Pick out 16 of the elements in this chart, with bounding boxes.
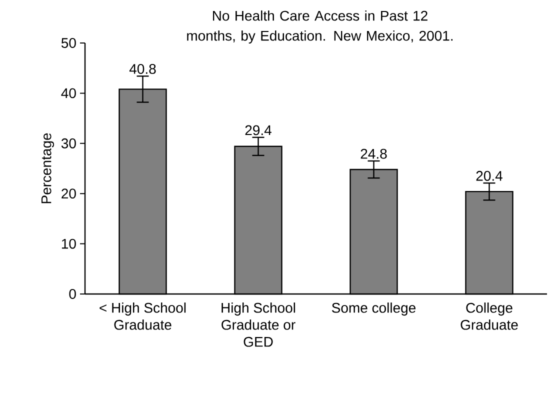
x-tick-label: < High School Graduate [100, 302, 186, 330]
y-tick-label: 40 [61, 88, 76, 98]
data-label: 24.8 [360, 148, 387, 159]
y-tick-label: 50 [61, 38, 76, 48]
data-label: 29.4 [245, 125, 272, 136]
chart-title: No Health Care Access in Past 12 months, by Education. New Mexico, 2001. [187, 10, 453, 44]
y-tick-label: 10 [62, 238, 76, 249]
data-label: 20.4 [476, 170, 502, 181]
x-tick-label: High School Graduate or GED [222, 302, 296, 347]
data-label: 40.8 [129, 64, 156, 74]
y-axis-title: Percentage [42, 133, 54, 204]
x-tick-label: Some college [332, 302, 416, 316]
x-tick-label: College Graduate [460, 302, 518, 330]
y-tick-label: 30 [61, 138, 76, 148]
y-tick-label: 20 [62, 188, 76, 199]
y-tick-label: 0 [69, 289, 76, 299]
